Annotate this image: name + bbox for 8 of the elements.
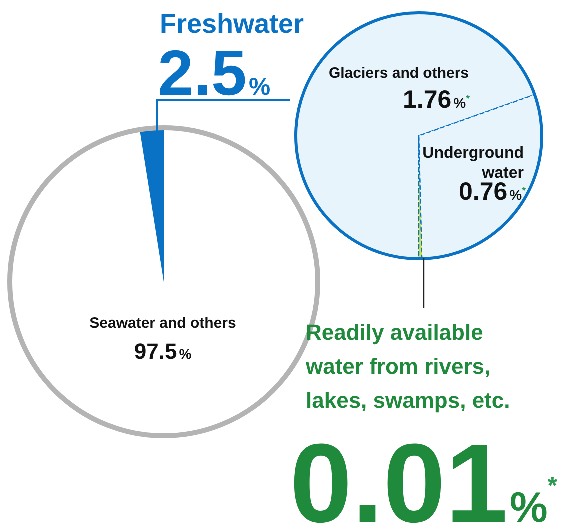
data-label: 2.5% (158, 37, 271, 109)
slice-label: Freshwater (160, 9, 305, 39)
data-label: 1.76%$^{*}$ (402, 86, 470, 114)
slice-label: Readily available water from rivers, lakes, swamps, etc. (305, 320, 510, 413)
data-label: 0.01%$^{*}$ (290, 421, 558, 531)
data-label: 97.5% (134, 339, 192, 364)
slice-label: Seawater and others (90, 315, 236, 332)
slice-label: Glaciers and others (328, 65, 470, 82)
